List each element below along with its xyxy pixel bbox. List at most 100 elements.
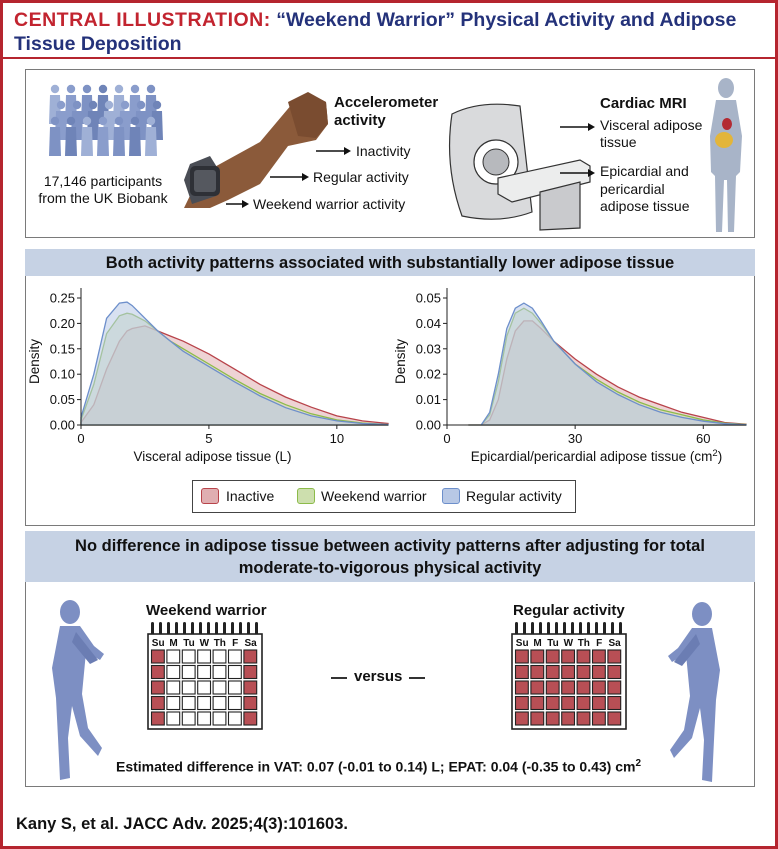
calendar-cell-active bbox=[591, 649, 606, 664]
calendar-cell-active bbox=[545, 695, 560, 711]
activity-type-weekend-warrior: Weekend warrior activity bbox=[253, 196, 406, 212]
calendar-cell-active bbox=[576, 649, 591, 664]
calendar-day-label: Th bbox=[214, 638, 226, 649]
calendar-cell-active bbox=[514, 649, 529, 664]
calendar-cell bbox=[166, 680, 181, 695]
runner-left-icon bbox=[52, 600, 104, 780]
calendar-cell bbox=[181, 680, 196, 695]
y-tick-label: 0.03 bbox=[416, 341, 441, 356]
participant-figure bbox=[113, 116, 125, 156]
calendar-ring bbox=[167, 622, 170, 636]
calendar-cell-active bbox=[576, 680, 591, 695]
mri-scanner-icon bbox=[448, 103, 591, 231]
legend-swatch-inactive bbox=[201, 488, 219, 504]
mri-measure-epat: Epicardial and pericardial adipose tissu… bbox=[600, 163, 690, 214]
calendar-cell bbox=[212, 680, 227, 695]
calendar-day-label: M bbox=[533, 638, 541, 649]
calendar-cell-active bbox=[607, 649, 622, 664]
arrow-icon bbox=[560, 123, 595, 131]
y-tick-label: 0.05 bbox=[50, 392, 75, 407]
adjusted-finding-band: No difference in adipose tissue between … bbox=[25, 531, 755, 583]
calendar-cell-active bbox=[607, 680, 622, 695]
calendar-day-label: M bbox=[169, 638, 177, 649]
calendar-ring bbox=[191, 622, 194, 636]
participant-figure bbox=[97, 116, 109, 156]
calendar-cell-active bbox=[243, 711, 258, 726]
estimated-difference: Estimated difference in VAT: 0.07 (-0.01… bbox=[116, 758, 642, 775]
calendar-ring bbox=[547, 622, 550, 636]
calendar-cell bbox=[197, 695, 212, 711]
calendar-cell-active bbox=[243, 664, 258, 680]
calendar-cell-active bbox=[607, 711, 622, 726]
y-tick-label: 0.05 bbox=[416, 291, 441, 306]
calendar-ring bbox=[563, 622, 566, 636]
calendar-cell bbox=[197, 664, 212, 680]
calendar-cell-active bbox=[514, 695, 529, 711]
calendar-cell-active bbox=[545, 711, 560, 726]
calendar-ring bbox=[515, 622, 518, 636]
calendar-cell-active bbox=[243, 649, 258, 664]
density-area-regular-activity bbox=[80, 301, 389, 426]
calendar-ring bbox=[539, 622, 542, 636]
calendar-ring bbox=[571, 622, 574, 636]
x-tick-label: 30 bbox=[568, 431, 582, 446]
calendar-cell-active bbox=[150, 649, 165, 664]
calendar-ring bbox=[611, 622, 614, 636]
calendar-day-label: Su bbox=[516, 638, 529, 649]
citation: Kany S, et al. JACC Adv. 2025;4(3):10160… bbox=[16, 815, 348, 833]
participants-text: 17,146 participants from the UK Biobank bbox=[38, 173, 168, 206]
calendar-cell-active bbox=[530, 664, 545, 680]
calendar-day-label: Sa bbox=[608, 638, 621, 649]
page-title: CENTRAL ILLUSTRATION: “Weekend Warrior” … bbox=[14, 8, 764, 56]
calendar-cell-active bbox=[530, 695, 545, 711]
calendar-cell-active bbox=[561, 680, 576, 695]
calendar-cell bbox=[197, 711, 212, 726]
calendar-cell-active bbox=[561, 695, 576, 711]
calendar-ring bbox=[555, 622, 558, 636]
calendar-cell-active bbox=[243, 680, 258, 695]
x-tick-label: 0 bbox=[77, 431, 84, 446]
calendar-day-label: F bbox=[232, 638, 238, 649]
calendar-cell-active bbox=[530, 711, 545, 726]
chart-legend bbox=[192, 480, 576, 513]
y-tick-label: 0.04 bbox=[416, 316, 441, 331]
calendar-cell bbox=[212, 711, 227, 726]
activity-type-inactivity: Inactivity bbox=[356, 143, 411, 159]
legend-swatch-weekend-warrior bbox=[297, 488, 315, 504]
arrow-icon bbox=[270, 173, 309, 181]
weekend-warrior-calendar: Su M Tu W Th F Sa bbox=[147, 622, 263, 730]
arrow-icon bbox=[226, 200, 249, 208]
versus-divider-left bbox=[331, 677, 347, 679]
calendar-cell-active bbox=[607, 695, 622, 711]
calendar-cell-active bbox=[561, 664, 576, 680]
calendar-cell-active bbox=[150, 695, 165, 711]
calendar-ring bbox=[215, 622, 218, 636]
accelerometer-heading: Accelerometer activity bbox=[334, 94, 439, 129]
calendar-cell-active bbox=[243, 695, 258, 711]
calendar-day-label: Su bbox=[152, 638, 165, 649]
legend-swatch-regular-activity bbox=[442, 488, 460, 504]
calendar-cell bbox=[181, 664, 196, 680]
calendar-ring bbox=[255, 622, 258, 636]
x-axis-label: Epicardial/pericardial adipose tissue (c… bbox=[471, 448, 722, 464]
wrist-accelerometer-icon bbox=[184, 92, 328, 208]
calendar-cell bbox=[181, 649, 196, 664]
calendar-cell-active bbox=[150, 680, 165, 695]
x-tick-label: 0 bbox=[443, 431, 450, 446]
legend-label-inactive: Inactive bbox=[226, 488, 275, 504]
calendar-ring bbox=[531, 622, 534, 636]
calendar-ring bbox=[247, 622, 250, 636]
participant-figure bbox=[129, 116, 141, 156]
y-tick-label: 0.10 bbox=[50, 367, 75, 382]
participant-figure bbox=[145, 116, 157, 156]
y-tick-label: 0.02 bbox=[416, 367, 441, 382]
calendar-ring bbox=[619, 622, 622, 636]
calendar-cell bbox=[197, 649, 212, 664]
versus-divider-right bbox=[409, 677, 425, 679]
y-tick-label: 0.15 bbox=[50, 341, 75, 356]
x-tick-label: 60 bbox=[696, 431, 710, 446]
calendar-ring bbox=[159, 622, 162, 636]
y-tick-label: 0.00 bbox=[50, 418, 75, 433]
calendar-cell-active bbox=[576, 664, 591, 680]
